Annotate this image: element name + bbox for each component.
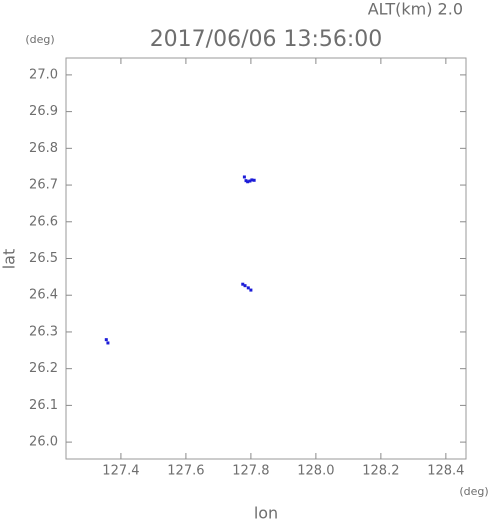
x-axis-label: lon <box>254 504 278 521</box>
y-tick-label: 26.6 <box>29 214 58 229</box>
point <box>250 178 254 182</box>
plot-frame <box>65 57 467 460</box>
point <box>104 338 108 342</box>
y-tick-label: 26.0 <box>29 435 58 450</box>
point <box>242 175 246 179</box>
y-tick-label: 26.9 <box>29 104 58 119</box>
y-axis-label: lat <box>0 249 19 270</box>
x-tick-label: 128.4 <box>427 464 464 479</box>
chart-title: 2017/06/06 13:56:00 <box>150 27 383 52</box>
point <box>106 341 110 345</box>
point <box>246 286 250 290</box>
point <box>252 178 256 182</box>
x-tick-label: 128.0 <box>297 464 334 479</box>
y-tick-label: 26.7 <box>29 178 58 193</box>
y-unit: (deg) <box>25 33 54 46</box>
point <box>246 180 250 184</box>
x-tick-label: 127.4 <box>102 464 139 479</box>
x-unit: (deg) <box>459 485 488 498</box>
y-tick-label: 27.0 <box>29 67 58 82</box>
annotation: ALT(km) 2.0 <box>368 0 463 19</box>
x-tick-label: 127.6 <box>167 464 204 479</box>
y-tick-label: 26.3 <box>29 324 58 339</box>
y-tick-label: 26.8 <box>29 141 58 156</box>
x-tick-label: 127.8 <box>232 464 269 479</box>
y-tick-label: 26.5 <box>29 251 58 266</box>
y-tick-label: 26.4 <box>29 288 58 303</box>
point <box>249 288 253 292</box>
y-tick-label: 26.2 <box>29 361 58 376</box>
point <box>248 179 252 183</box>
point <box>243 284 247 288</box>
y-tick-label: 26.1 <box>29 398 58 413</box>
point <box>241 282 245 286</box>
point <box>244 179 248 183</box>
x-tick-label: 128.2 <box>362 464 399 479</box>
